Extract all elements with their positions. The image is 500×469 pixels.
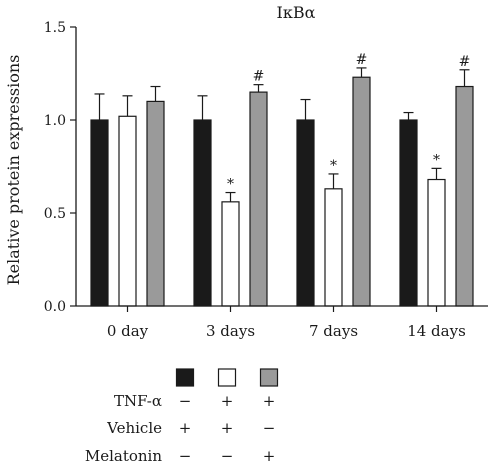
legend-swatch-vehicle [175, 368, 195, 387]
legend-sign: + [263, 447, 276, 465]
x-tick-label: 0 day [107, 322, 149, 340]
bar-tnf [221, 201, 240, 307]
y-tick-label: 0.0 [44, 299, 66, 315]
significance-mark: * [433, 152, 440, 168]
x-tick-label: 7 days [309, 322, 358, 340]
legend-sign: − [221, 447, 234, 465]
significance-mark: * [330, 158, 337, 174]
significance-mark: * [227, 177, 234, 193]
legend-swatch-melatonin [259, 368, 279, 387]
y-tick-label: 1.5 [44, 20, 66, 36]
legend-sign: − [263, 419, 276, 437]
bar-melatonin [249, 91, 268, 307]
legend-sign: + [221, 419, 234, 437]
bar-tnf [324, 188, 343, 307]
bar-melatonin [146, 100, 165, 307]
legend-sign: + [179, 419, 192, 437]
y-tick-label: 1.0 [44, 113, 66, 129]
legend-swatch-tnf [217, 368, 237, 387]
legend-sign: + [263, 392, 276, 410]
bar-vehicle [193, 119, 212, 307]
bar-vehicle [90, 119, 109, 307]
significance-mark: # [459, 54, 471, 70]
legend-sign: − [179, 447, 192, 465]
chart-title: IκBα [277, 3, 316, 22]
legend-sign: + [221, 392, 234, 410]
bar-tnf [427, 178, 446, 307]
y-axis-label: Relative protein expressions [4, 55, 23, 286]
legend-row-label: Melatonin [85, 447, 162, 465]
x-tick-label: 3 days [206, 322, 255, 340]
x-tick-label: 14 days [407, 322, 466, 340]
y-tick-label: 0.5 [44, 206, 66, 222]
bar-vehicle [296, 119, 315, 307]
bar-melatonin [352, 76, 371, 307]
significance-mark: # [253, 69, 265, 85]
legend-sign: − [179, 392, 192, 410]
bar-vehicle [399, 119, 418, 307]
bar-melatonin [455, 85, 474, 307]
bar-tnf [118, 115, 137, 307]
legend-row-label: TNF-α [114, 392, 162, 410]
legend-row-label: Vehicle [106, 419, 162, 437]
significance-mark: # [356, 52, 368, 68]
